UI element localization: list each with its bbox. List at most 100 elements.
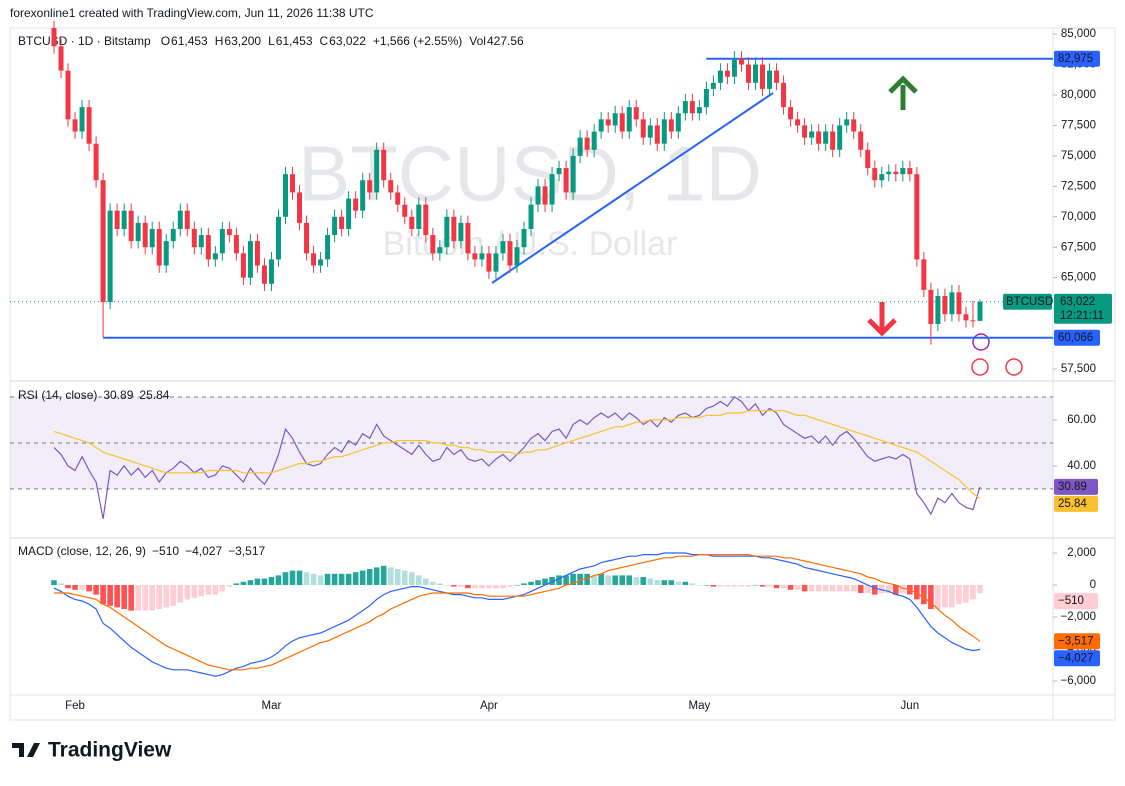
symbol-tag: BTCUSD — [1006, 296, 1053, 308]
candle-body — [612, 113, 618, 126]
event-icon — [971, 358, 989, 376]
candle-body — [388, 180, 394, 193]
candle-body — [65, 70, 71, 120]
candle-body — [710, 82, 716, 89]
histogram-bar — [451, 585, 457, 587]
histogram-bar — [942, 585, 948, 608]
histogram-bar — [500, 585, 506, 589]
candle-body — [858, 131, 864, 150]
histogram-bar — [549, 577, 555, 585]
histogram-bar — [570, 573, 576, 585]
histogram-bar — [289, 570, 296, 585]
legend-value: 427.56 — [487, 34, 524, 48]
histogram-bar — [359, 570, 366, 585]
candle-body — [212, 253, 218, 260]
logo: TradingView — [12, 739, 172, 762]
histogram-bar — [836, 585, 843, 592]
candle-body — [795, 119, 801, 126]
y-tick-label: 70,000 — [1061, 211, 1096, 223]
level-label: 82,975 — [1058, 53, 1093, 65]
histogram-bar — [731, 585, 738, 587]
x-tick-label: Mar — [262, 700, 282, 712]
histogram-bar — [254, 578, 261, 585]
histogram-bar — [703, 585, 710, 586]
event-icon — [972, 333, 990, 351]
histogram-bar — [324, 573, 331, 585]
histogram-bar — [977, 585, 983, 594]
y-tick-label: 60.00 — [1067, 414, 1096, 426]
candle-body — [654, 125, 660, 144]
histogram-bar — [605, 575, 611, 585]
candle-body — [367, 180, 373, 193]
rsi-line — [53, 410, 981, 499]
candle-body — [79, 107, 85, 132]
rsi-last-value-box — [1054, 478, 1098, 495]
histogram-bar — [675, 581, 682, 585]
candle-body — [205, 235, 211, 260]
trend-line — [491, 92, 774, 284]
histogram-bar — [808, 585, 815, 592]
candle-body — [451, 216, 457, 242]
histogram-bar — [458, 585, 464, 587]
legend-key: H — [215, 34, 224, 48]
histogram-bar — [275, 575, 282, 585]
candle-body — [107, 210, 113, 303]
candle-body — [198, 235, 204, 248]
histogram-bar — [261, 578, 268, 585]
x-tick-label: Apr — [480, 700, 498, 712]
histogram-bar — [366, 569, 373, 585]
macd-last-value: −3,517 — [1058, 635, 1094, 647]
histogram-bar — [486, 585, 492, 589]
candle-body — [254, 241, 260, 266]
candle-body — [844, 119, 850, 126]
candle-body — [261, 265, 267, 284]
candle-body — [760, 64, 766, 89]
histogram-bar — [268, 577, 275, 585]
histogram-bar — [773, 585, 780, 589]
candle-body — [528, 204, 534, 229]
candle-body — [93, 143, 99, 181]
header-text: forexonline1 created with TradingView.co… — [10, 6, 374, 20]
legend-title: BTCUSD · 1D · Bitstamp — [18, 34, 151, 48]
candle-body — [802, 125, 808, 138]
y-tick-label: 77,500 — [1061, 119, 1096, 131]
histogram-bar — [921, 585, 927, 605]
candle-body — [893, 171, 899, 175]
legend-value: 61,453 — [171, 34, 208, 48]
candle-body — [837, 125, 843, 150]
candle-body — [647, 125, 653, 138]
candle-body — [156, 228, 162, 266]
y-tick-label: 72,500 — [1061, 180, 1096, 192]
candle-body — [51, 28, 57, 47]
histogram-bar — [528, 581, 534, 585]
candle-body — [247, 241, 253, 278]
candle-body — [444, 216, 450, 248]
candle-body — [332, 216, 338, 236]
histogram-bar — [612, 575, 618, 585]
candle-body — [114, 210, 120, 229]
candle-body — [507, 241, 513, 266]
candle-body — [851, 119, 857, 132]
candle-body — [297, 192, 303, 223]
histogram-bar — [240, 581, 247, 585]
candle-body — [233, 235, 239, 254]
histogram-bar — [759, 585, 766, 587]
candle-body — [142, 222, 148, 248]
candle-body — [956, 292, 962, 315]
histogram-last: −510 — [1058, 595, 1084, 607]
legend-value: −510 — [152, 544, 179, 558]
histogram-bar — [619, 575, 626, 585]
histogram-bar — [282, 572, 289, 585]
histogram-bar — [514, 585, 520, 586]
histogram-bar — [86, 585, 92, 592]
candle-body — [493, 253, 499, 272]
histogram-bar — [114, 585, 120, 608]
histogram-bar — [465, 585, 471, 589]
watermark: BTCUSD, 1D — [298, 130, 762, 218]
candle-body — [128, 210, 134, 242]
histogram-bar — [900, 585, 906, 593]
candle-body — [170, 228, 176, 242]
histogram-bar — [591, 575, 597, 585]
histogram-bar — [682, 581, 689, 585]
